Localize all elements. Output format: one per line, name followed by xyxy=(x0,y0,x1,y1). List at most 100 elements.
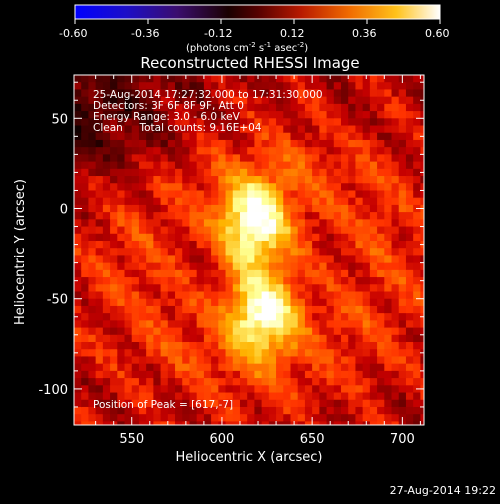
heatmap-cell xyxy=(304,168,313,177)
heatmap-cell xyxy=(362,356,371,365)
heatmap-cell xyxy=(182,147,191,155)
heatmap-cell xyxy=(312,103,320,112)
heatmap-cell xyxy=(182,363,191,372)
heatmap-cell xyxy=(146,176,154,184)
heatmap-cell xyxy=(341,154,349,163)
heatmap-cell xyxy=(247,262,256,271)
heatmap-cell xyxy=(247,370,256,379)
heatmap-cell xyxy=(312,277,320,285)
heatmap-cell xyxy=(218,132,227,141)
heatmap-cell xyxy=(211,255,219,264)
heatmap-cell xyxy=(326,305,335,314)
heatmap-cell xyxy=(362,139,371,148)
heatmap-cell xyxy=(283,363,292,372)
heatmap-cell xyxy=(95,298,104,307)
heatmap-cell xyxy=(153,327,162,336)
heatmap-cell xyxy=(160,233,169,242)
heatmap-cell xyxy=(81,226,90,235)
heatmap-cell xyxy=(95,399,104,408)
heatmap-cell xyxy=(268,82,277,91)
heatmap-cell xyxy=(391,291,400,300)
heatmap-cell xyxy=(283,277,292,285)
heatmap-cell xyxy=(247,118,256,127)
heatmap-cell xyxy=(276,125,284,134)
heatmap-cell xyxy=(124,298,133,307)
heatmap-cell xyxy=(254,305,263,314)
heatmap-cell xyxy=(239,313,248,321)
heatmap-cell xyxy=(247,399,256,408)
heatmap-cell xyxy=(413,233,421,242)
heatmap-cell xyxy=(167,183,176,192)
heatmap-cell xyxy=(196,334,205,343)
heatmap-cell xyxy=(254,342,263,350)
heatmap-cell xyxy=(182,183,191,192)
heatmap-cell xyxy=(384,219,393,228)
heatmap-cell xyxy=(276,96,284,105)
heatmap-cell xyxy=(247,103,256,112)
heatmap-cell xyxy=(102,147,111,155)
heatmap-cell xyxy=(268,212,277,220)
heatmap-cell xyxy=(167,305,176,314)
heatmap-cell xyxy=(420,176,424,184)
heatmap-cell xyxy=(297,385,306,394)
heatmap-cell xyxy=(369,255,378,264)
heatmap-cell xyxy=(232,111,241,119)
heatmap-cell xyxy=(420,262,424,271)
time-range-annotation: 25-Aug-2014 17:27:32.000 to 17:31:30.000 xyxy=(93,89,323,101)
heatmap-cell xyxy=(203,161,212,170)
heatmap-cell xyxy=(283,226,292,235)
heatmap-cell xyxy=(268,356,277,365)
heatmap-cell xyxy=(391,248,400,257)
heatmap-cell xyxy=(369,406,378,415)
heatmap-cell xyxy=(276,190,284,199)
heatmap-cell xyxy=(110,305,118,314)
heatmap-cell xyxy=(146,269,154,278)
heatmap-cell xyxy=(239,96,248,105)
heatmap-cell xyxy=(312,197,320,206)
heatmap-cell xyxy=(167,89,176,98)
heatmap-cell xyxy=(95,334,104,343)
heatmap-cell xyxy=(74,406,82,415)
heatmap-cell xyxy=(153,103,162,112)
heatmap-cell xyxy=(355,334,364,343)
heatmap-cell xyxy=(297,414,306,422)
heatmap-cell xyxy=(341,197,349,206)
heatmap-cell xyxy=(261,197,270,206)
heatmap-cell xyxy=(398,154,407,163)
heatmap-cell xyxy=(124,248,133,257)
heatmap-cell xyxy=(304,421,313,425)
heatmap-cell xyxy=(362,190,371,199)
heatmap-cell xyxy=(182,291,191,300)
heatmap-cell xyxy=(81,240,90,249)
heatmap-cell xyxy=(88,139,97,148)
heatmap-cell xyxy=(232,262,241,271)
heatmap-cell xyxy=(384,284,393,293)
heatmap-cell xyxy=(110,190,118,199)
heatmap-cell xyxy=(413,414,421,422)
heatmap-cell xyxy=(102,96,111,105)
heatmap-cell xyxy=(377,118,385,127)
heatmap-cell xyxy=(420,414,424,422)
heatmap-cell xyxy=(290,82,299,91)
heatmap-cell xyxy=(341,82,349,91)
heatmap-cell xyxy=(160,334,169,343)
heatmap-cell xyxy=(203,154,212,163)
peak-position-annotation: Position of Peak = [617,-7] xyxy=(93,399,233,411)
heatmap-cell xyxy=(146,132,154,141)
heatmap-cell xyxy=(131,233,140,242)
heatmap-cell xyxy=(405,327,414,336)
heatmap-cell xyxy=(276,197,284,206)
heatmap-cell xyxy=(341,342,349,350)
heatmap-cell xyxy=(124,176,133,184)
heatmap-cell xyxy=(146,414,154,422)
heatmap-cell xyxy=(377,96,385,105)
heatmap-cell xyxy=(225,298,234,307)
heatmap-cell xyxy=(405,197,414,206)
heatmap-cell xyxy=(138,176,147,184)
heatmap-cell xyxy=(254,356,263,365)
detectors-annotation: Detectors: 3F 6F 8F 9F, Att 0 xyxy=(93,100,244,112)
heatmap-cell xyxy=(211,183,219,192)
heatmap-cell xyxy=(239,262,248,271)
heatmap-cell xyxy=(239,161,248,170)
heatmap-cell xyxy=(153,370,162,379)
